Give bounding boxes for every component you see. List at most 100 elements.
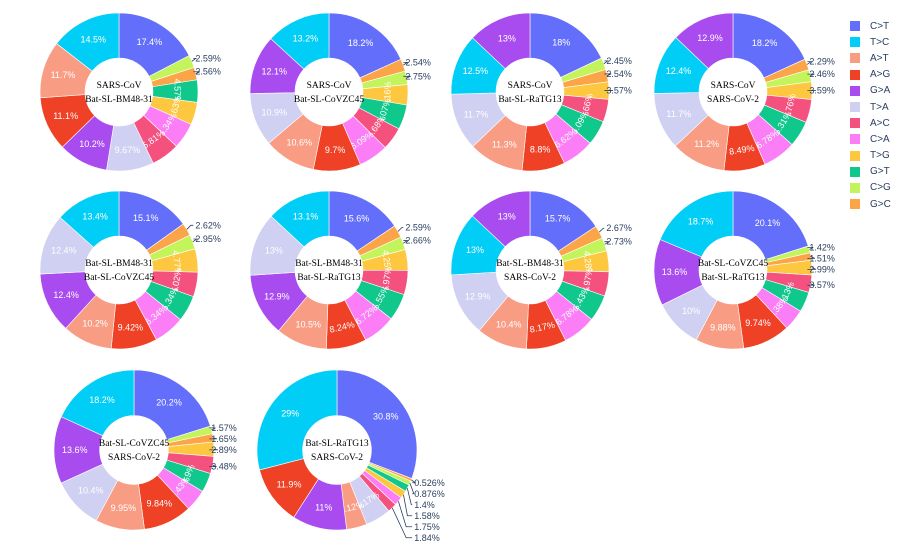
slice-label: 10.9%	[262, 108, 288, 118]
slice-label: 9.67%	[115, 145, 141, 155]
donut-chart-8: 20.1%4.13%4.38%9.74%9.88%10%13.6%18.7%1.…	[653, 190, 835, 350]
donut-chart-2: 18.2%4.16%5.07%4.68%6.09%9.7%10.6%10.9%1…	[249, 12, 431, 172]
legend-item-a-to-c[interactable]: A>C	[850, 115, 898, 131]
slice-label: 10%	[682, 306, 700, 316]
slice-label: 11%	[315, 503, 332, 513]
slice-label: 18.2%	[752, 38, 778, 48]
donut-center-label: Bat-SL-BM48-31	[496, 259, 564, 269]
slice-label-outside: 2.66%	[405, 236, 431, 246]
slice-t-to-c	[56, 12, 120, 72]
legend-label: C>T	[870, 20, 890, 32]
donut-center-label: Bat-SL-RaTG13	[305, 439, 369, 449]
slice-label: 15.1%	[133, 213, 159, 223]
slice-label-outside: 2.54%	[405, 57, 431, 67]
slice-label-outside: 1.42%	[809, 242, 835, 252]
leader-line	[398, 501, 413, 528]
slice-label: 30.8%	[373, 411, 399, 421]
leader-line	[403, 494, 413, 517]
slice-label: 4.77%	[171, 250, 184, 277]
slice-label-outside: 2.89%	[211, 445, 237, 455]
slice-label-outside: 3.48%	[211, 462, 237, 472]
legend-swatch	[850, 118, 860, 129]
slice-label: 13.2%	[293, 33, 319, 43]
donut-center-label: SARS-CoV-2	[504, 273, 556, 283]
legend-item-a-to-g[interactable]: A>G	[850, 67, 898, 83]
slice-label: 18%	[552, 38, 570, 48]
leader-line	[604, 73, 612, 76]
legend-item-g-to-a[interactable]: G>A	[850, 83, 898, 99]
leader-line	[209, 437, 218, 440]
legend-swatch	[850, 182, 860, 193]
slice-label: 12.9%	[697, 33, 723, 43]
legend-item-c-to-t[interactable]: C>T	[850, 18, 898, 34]
slice-label: 11.9%	[277, 480, 302, 490]
slice-t-to-c	[659, 190, 734, 258]
slice-label: 9.84%	[146, 499, 172, 509]
slice-label-outside: 1.4%	[414, 500, 435, 510]
slice-label: 18.7%	[688, 216, 714, 226]
leader-line	[599, 227, 605, 233]
slice-label: 12.9%	[465, 291, 491, 301]
legend-item-t-to-a[interactable]: T>A	[850, 99, 898, 115]
slice-label: 12.5%	[463, 66, 489, 76]
slice-c-to-t	[336, 369, 418, 479]
slice-label-outside: 3.59%	[809, 85, 835, 95]
legend-item-c-to-a[interactable]: C>A	[850, 131, 898, 147]
donut-chart-7: 15.7%4.28%4.97%5.43%6.78%8.17%10.4%12.9%…	[450, 190, 632, 350]
slice-label-outside: 1.58%	[414, 511, 440, 521]
donut-center-label: Bat-SL-CoVZC45	[84, 273, 154, 283]
legend-item-t-to-c[interactable]: T>C	[850, 34, 898, 50]
leader-line	[192, 238, 199, 243]
slice-label-outside: 2.95%	[195, 234, 221, 244]
legend-label: T>G	[870, 150, 890, 162]
slice-label-outside: 1.51%	[809, 253, 835, 263]
slice-label-outside: 2.73%	[606, 237, 632, 247]
slice-label: 10.6%	[286, 137, 312, 147]
leader-line	[397, 227, 404, 232]
donut-center-label: SARS-CoV	[307, 81, 352, 91]
slice-label: 4.28%	[582, 250, 595, 276]
slice-label: 9.95%	[111, 503, 137, 513]
leader-line	[209, 464, 217, 467]
slice-label-outside: 2.67%	[606, 223, 632, 233]
slice-label-outside: 1.75%	[414, 522, 440, 532]
legend-swatch	[850, 85, 860, 96]
slice-label-outside: 2.62%	[195, 220, 221, 230]
leader-line	[403, 75, 411, 79]
slice-label: 15.6%	[344, 213, 370, 223]
donut-center-label: SARS-CoV-2	[707, 95, 759, 105]
slice-t-to-c	[256, 369, 338, 471]
donut-chart-5: 15.1%4.77%5.02%5.34%6.34%9.42%10.2%12.4%…	[39, 190, 221, 350]
leader-line	[191, 57, 198, 62]
legend-label: A>G	[870, 69, 891, 81]
leader-line	[411, 479, 417, 484]
donut-center-label: Bat-SL-CoVZC45	[698, 259, 768, 269]
leader-line	[186, 224, 194, 230]
slice-label-outside: 1.57%	[211, 423, 237, 433]
leader-line	[406, 488, 413, 506]
leader-line	[807, 246, 814, 250]
donut-center-label: Bat-SL-BM48-31	[85, 259, 153, 269]
legend-item-a-to-t[interactable]: A>T	[850, 50, 898, 66]
slice-label: 10.4%	[496, 319, 522, 329]
legend-label: C>G	[870, 182, 891, 194]
slice-label: 13.6%	[662, 267, 688, 277]
slice-label-outside: 0.876%	[414, 489, 445, 499]
legend-item-c-to-g[interactable]: C>G	[850, 180, 898, 196]
slice-label-outside: 0.526%	[414, 478, 445, 488]
legend-swatch	[850, 37, 860, 48]
slice-label-outside: 2.56%	[195, 67, 221, 77]
legend-item-g-to-t[interactable]: G>T	[850, 164, 898, 180]
slice-label: 17.4%	[137, 37, 163, 47]
legend-label: G>A	[870, 85, 891, 97]
legend-label: G>T	[870, 166, 890, 178]
legend-item-g-to-c[interactable]: G>C	[850, 196, 898, 212]
slice-label: 10.5%	[295, 320, 321, 330]
donut-center-label: Bat-SL-BM48-31	[85, 95, 153, 105]
slice-label-outside: 2.45%	[606, 56, 632, 66]
slice-label: 20.1%	[755, 218, 781, 228]
leader-line	[209, 448, 219, 451]
slice-label: 10.4%	[78, 485, 104, 495]
legend-item-t-to-g[interactable]: T>G	[850, 148, 898, 164]
slice-label: 4.97%	[580, 267, 594, 294]
